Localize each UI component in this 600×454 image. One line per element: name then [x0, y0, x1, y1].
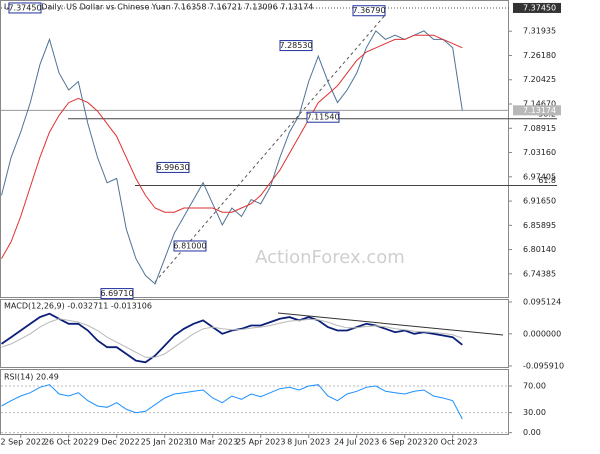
x-tick-label: 25 Apr 2023 — [236, 438, 285, 447]
x-tick-label: 20 Oct 2023 — [428, 438, 477, 447]
y-tick-label: 30.00 — [523, 408, 546, 417]
channel-line — [154, 13, 387, 283]
x-tick-label: 25 Jan 2023 — [141, 438, 189, 447]
series-line — [1, 34, 463, 259]
fib-label: 61.8 — [538, 176, 556, 185]
series-line — [0, 312, 463, 364]
y-tick-label: 6.97405 — [523, 172, 556, 181]
y-tick-label: 0.00 — [523, 428, 541, 437]
watermark: ActionForex.com — [255, 247, 405, 268]
annotation-box — [156, 161, 190, 173]
annotation-box — [352, 5, 386, 17]
annotation-label: 7.36790 — [352, 6, 385, 15]
x-tick-label: 8 Jun 2023 — [287, 438, 330, 447]
series-line — [1, 384, 463, 420]
level-tag-label: 7.37450 — [523, 3, 556, 12]
x-tick-label: 24 Jul 2023 — [334, 438, 379, 447]
y-tick-label: 7.31935 — [523, 27, 556, 36]
rsi-frame — [0, 369, 509, 435]
y-tick-label: 7.26180 — [523, 51, 556, 60]
rsi-title: RSI(14) 20.49 — [4, 373, 59, 382]
y-tick-label: 7.20425 — [523, 75, 556, 84]
y-tick-label: -0.095910 — [523, 361, 564, 370]
series-line — [1, 30, 463, 285]
y-tick-label: 0.000000 — [523, 329, 561, 338]
level-tag-label: 7.13174 — [523, 106, 556, 115]
annotation-box — [8, 2, 42, 14]
price-title: USDCNH,Daily: US Dollar vs Chinese Yuan … — [4, 3, 313, 12]
level-tag — [513, 105, 561, 116]
annotation-label: 7.28530 — [279, 41, 312, 50]
x-tick-label: 12 Sep 2022 — [0, 438, 46, 447]
annotation-label: 6.69710 — [100, 289, 133, 298]
macd-trendline — [277, 312, 504, 336]
level-tag — [513, 2, 561, 13]
macd-frame — [0, 299, 509, 368]
annotation-label: 6.99630 — [156, 163, 189, 172]
annotation-label: 7.11540 — [306, 113, 339, 122]
macd-title: MACD(12,26,9) -0.032711 -0.013106 — [4, 302, 152, 311]
y-tick-label: 0.095124 — [523, 297, 561, 306]
y-tick-label: 7.03160 — [523, 148, 556, 157]
annotation-box — [100, 288, 134, 300]
y-tick-label: 6.85895 — [523, 221, 556, 230]
x-tick-label: 9 Dec 2022 — [94, 438, 140, 447]
annotation-label: 6.81000 — [173, 241, 206, 250]
y-tick-label: 7.08915 — [523, 124, 556, 133]
x-tick-label: 10 Mar 2023 — [187, 438, 238, 447]
x-tick-label: 26 Oct 2022 — [44, 438, 93, 447]
price-frame — [0, 0, 509, 298]
annotation-box — [173, 240, 207, 252]
y-tick-label: 6.74385 — [523, 269, 556, 278]
annotation-box — [306, 111, 340, 123]
annotation-label: 7.37450 — [8, 3, 41, 12]
y-tick-label: 6.91650 — [523, 197, 556, 206]
x-tick-label: 6 Sep 2023 — [382, 438, 428, 447]
annotation-box — [279, 40, 313, 52]
y-tick-label: 70.00 — [523, 382, 546, 391]
y-tick-label: 7.14670 — [523, 100, 556, 109]
y-tick-label: 6.80140 — [523, 245, 556, 254]
series-line — [1, 318, 463, 358]
